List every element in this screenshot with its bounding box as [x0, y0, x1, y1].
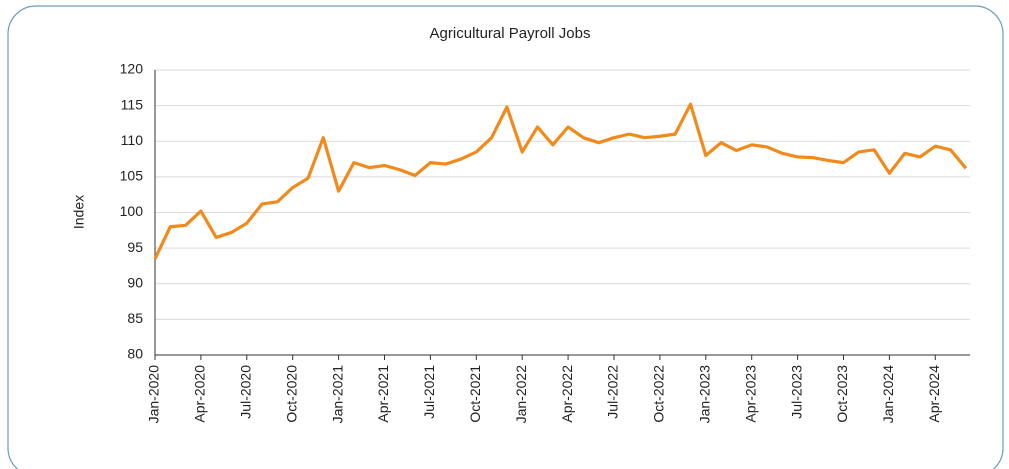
x-tick-label: Jan-2024: [880, 365, 896, 424]
x-tick-label: Apr-2023: [742, 365, 758, 423]
x-tick-label: Jan-2021: [329, 365, 345, 424]
frame: [7, 5, 1004, 469]
x-tick-label: Jan-2023: [697, 365, 713, 424]
y-tick-label: 90: [127, 274, 143, 290]
y-tick-label: 110: [121, 132, 144, 148]
x-tick-label: Apr-2022: [559, 365, 575, 423]
y-tick-label: 105: [120, 168, 144, 184]
y-tick-label: 85: [127, 310, 143, 326]
y-tick-label: 80: [127, 346, 143, 362]
x-tick-label: Apr-2021: [375, 365, 391, 423]
x-tick-label: Jul-2021: [421, 365, 437, 419]
x-tick-label: Oct-2021: [467, 365, 483, 423]
x-tick-label: Oct-2022: [651, 365, 667, 423]
x-tick-label: Apr-2020: [192, 365, 208, 423]
x-tick-label: Jan-2022: [513, 365, 529, 424]
x-tick-label: Jul-2023: [788, 365, 804, 419]
y-tick-label: 100: [120, 203, 144, 219]
y-tick-label: 115: [121, 96, 144, 112]
x-tick-label: Jan-2020: [146, 365, 162, 424]
x-tick-label: Apr-2024: [926, 365, 942, 423]
x-tick-label: Oct-2020: [283, 365, 299, 423]
y-tick-label: 95: [127, 239, 143, 255]
x-tick-label: Jul-2020: [238, 365, 254, 419]
y-tick-label: 120: [120, 61, 144, 77]
data-line: [153, 102, 968, 260]
x-tick-label: Jul-2022: [605, 365, 621, 419]
x-tick-label: Oct-2023: [834, 365, 850, 423]
chart-title: Agricultural Payroll Jobs: [430, 25, 591, 42]
y-axis-label: Index: [71, 195, 87, 229]
